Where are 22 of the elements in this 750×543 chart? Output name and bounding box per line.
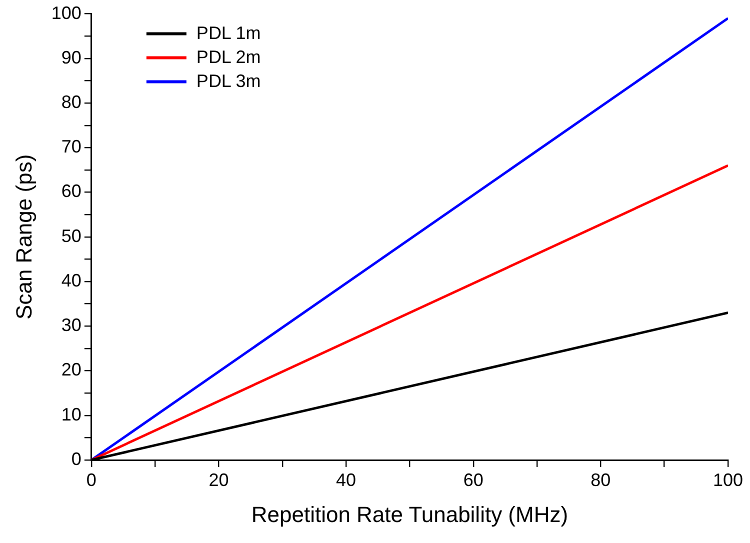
x-tick-label: 100 xyxy=(712,470,744,490)
y-tick-label: 90 xyxy=(61,47,82,68)
x-tick-label: 20 xyxy=(208,470,229,490)
y-tick-label: 60 xyxy=(61,181,82,202)
y-axis-title: Scan Range (ps) xyxy=(11,154,36,320)
y-tick-label: 80 xyxy=(61,92,82,112)
y-tick-label: 100 xyxy=(51,2,82,23)
x-tick-label: 0 xyxy=(86,470,96,490)
x-tick-label: 40 xyxy=(336,470,356,490)
x-tick-label: 80 xyxy=(590,470,611,490)
legend-label: PDL 1m xyxy=(196,22,261,43)
y-tick-label: 70 xyxy=(61,136,82,157)
x-axis-title: Repetition Rate Tunability (MHz) xyxy=(251,502,568,527)
legend-label: PDL 3m xyxy=(196,70,261,91)
x-tick-label: 60 xyxy=(463,470,484,490)
y-tick-label: 50 xyxy=(61,226,82,246)
y-tick-label: 30 xyxy=(61,315,82,336)
y-tick-label: 10 xyxy=(61,404,82,424)
y-tick-label: 40 xyxy=(61,270,82,290)
y-tick-label: 0 xyxy=(71,448,82,469)
legend-label: PDL 2m xyxy=(196,46,261,67)
y-tick-label: 20 xyxy=(61,360,82,380)
